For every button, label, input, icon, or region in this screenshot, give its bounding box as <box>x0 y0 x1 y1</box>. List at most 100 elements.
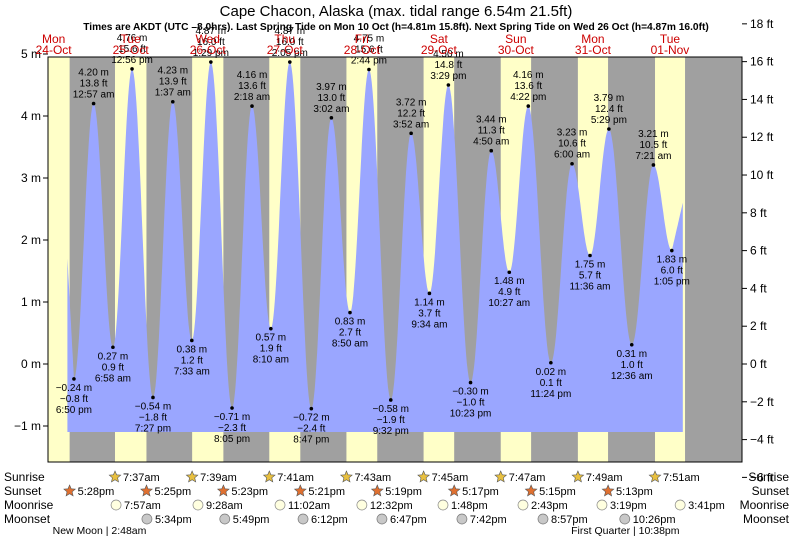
tide-label-time: 3:02 am <box>313 104 349 115</box>
tide-area <box>67 62 683 432</box>
moonrise-moon-icon <box>110 499 122 511</box>
moonset-moon-icon <box>537 513 549 525</box>
moonset-moon-icon <box>297 513 309 525</box>
row-label-right: Sunset <box>752 484 790 498</box>
moonset-time: 7:42pm <box>470 514 507 526</box>
tide-label-time: 7:27 pm <box>135 423 171 434</box>
tide-label-metres: 1.75 m <box>575 260 606 271</box>
y-left-tick-label: 1 m <box>21 295 41 309</box>
y-right-tick-label: 2 ft <box>750 319 767 333</box>
tide-label-time: 6:58 am <box>95 373 131 384</box>
sunset-time: 5:15pm <box>539 486 576 498</box>
sunset-star-icon <box>140 484 153 497</box>
tide-label-feet: 0.9 ft <box>102 362 124 373</box>
tide-label-feet: 13.6 ft <box>514 81 542 92</box>
tide-label-time: 2:05 pm <box>272 48 308 59</box>
row-label-right: Moonrise <box>740 498 790 512</box>
tide-label-metres: 4.76 m <box>117 33 148 44</box>
moonrise-moon-icon <box>596 499 608 511</box>
tide-point <box>190 338 194 343</box>
tide-label-time: 12:56 pm <box>111 55 153 66</box>
tide-label-time: 12:57 am <box>73 90 115 101</box>
y-left-tick-label: 3 m <box>21 171 41 185</box>
sunrise-star-icon <box>571 470 585 483</box>
tide-labels-layer: −0.24 m−0.8 ft6:50 pm 4.20 m13.8 ft12:57 … <box>56 26 690 446</box>
y-right-tick-label: 8 ft <box>750 206 767 220</box>
tide-label-time: 8:47 pm <box>293 435 329 446</box>
tide-label-feet: 6.0 ft <box>661 266 683 277</box>
moon-phase-label: New Moon | 2:48am <box>53 525 147 537</box>
tide-label-feet: 15.6 ft <box>355 45 383 56</box>
sunset-time: 5:25pm <box>154 486 191 498</box>
daylight-band <box>48 57 70 462</box>
tide-point <box>651 163 656 167</box>
row-label-right: Moonset <box>743 512 790 526</box>
y-left-tick-label: 4 m <box>21 109 41 123</box>
chart-title: Cape Chacon, Alaska (max. tidal range 6.… <box>220 3 573 20</box>
day-name-label: Tue <box>660 32 681 46</box>
y-right-tick-label: 12 ft <box>750 130 774 144</box>
tide-label-time: 8:05 pm <box>214 434 250 445</box>
moonset-time: 5:34pm <box>155 514 192 526</box>
y-left-tick-label: 0 m <box>21 357 41 371</box>
sunrise-star-icon <box>108 470 122 483</box>
tide-label-time: 10:23 pm <box>450 409 492 420</box>
moonrise-time: 9:28am <box>206 500 243 512</box>
moonrise-time: 11:02am <box>288 500 330 512</box>
tide-label-metres: −0.71 m <box>214 412 250 423</box>
tide-label-feet: 1.0 ft <box>621 360 643 371</box>
tide-label-feet: −1.0 ft <box>457 398 485 409</box>
y-right-tick-label: −2 ft <box>750 395 774 409</box>
tide-label-metres: 4.20 m <box>78 68 109 79</box>
tide-label-time: 1:05 pm <box>654 277 690 288</box>
axes-layer: 5 m 4 m 3 m 2 m 1 m 0 m −1 m 18 ft 16 ft 14 ft 12 … <box>14 17 774 485</box>
sunset-star-icon <box>447 484 461 497</box>
sunrise-time: 7:51am <box>663 472 700 484</box>
tide-label-feet: 16.0 ft <box>276 37 304 48</box>
y-right-tick-label: 0 ft <box>750 357 767 371</box>
tide-label-time: 4:22 pm <box>510 92 546 103</box>
sunrise-time: 7:39am <box>200 472 237 484</box>
y-right-tick-label: 4 ft <box>750 281 767 295</box>
sunrise-star-icon <box>185 470 199 483</box>
tide-label-time: 12:36 am <box>611 371 653 382</box>
tide-point <box>130 67 134 71</box>
tide-point <box>489 148 494 153</box>
tide-label-feet: 2.7 ft <box>339 328 361 339</box>
tide-point <box>230 406 234 410</box>
tide-point <box>250 104 254 108</box>
tide-label-time: 1:29 pm <box>193 48 229 59</box>
tide-label-metres: 4.23 m <box>157 66 188 77</box>
tide-label-feet: 1.2 ft <box>181 355 203 366</box>
tide-point <box>507 270 512 275</box>
tide-point <box>409 131 413 136</box>
tide-point <box>607 127 611 131</box>
tide-label-feet: 0.1 ft <box>540 378 562 389</box>
tide-label-metres: 0.02 m <box>536 367 567 378</box>
sunrise-star-icon <box>339 470 353 483</box>
row-label-left: Sunset <box>4 484 42 498</box>
tide-point <box>72 377 76 381</box>
tide-label-feet: −0.8 ft <box>60 394 88 405</box>
tide-point <box>170 99 175 104</box>
sunset-star-icon <box>216 484 230 497</box>
sunrise-time: 7:41am <box>277 472 314 484</box>
tide-point <box>570 161 574 166</box>
row-label-right: Sunrise <box>748 470 789 484</box>
moonset-time: 6:47pm <box>390 514 427 526</box>
tide-label-metres: 0.31 m <box>616 349 647 360</box>
day-name-label: Thu <box>274 32 295 46</box>
tide-label-time: 1:37 am <box>155 88 191 99</box>
sunrise-time: 7:43am <box>354 472 391 484</box>
tide-label-feet: 11.3 ft <box>478 126 505 137</box>
sunset-star-icon <box>601 484 615 497</box>
y-right-tick-label: 6 ft <box>750 244 767 258</box>
tide-label-metres: 0.83 m <box>335 317 366 328</box>
tide-label-metres: 3.79 m <box>594 93 625 104</box>
tide-label-metres: 4.87 m <box>275 26 306 37</box>
day-date-label: 25-Oct <box>113 43 150 57</box>
sunset-time: 5:13pm <box>616 486 653 498</box>
sunrise-star-icon <box>417 470 431 483</box>
tide-label-metres: 4.50 m <box>433 49 464 60</box>
tide-label-metres: 1.83 m <box>657 255 688 266</box>
